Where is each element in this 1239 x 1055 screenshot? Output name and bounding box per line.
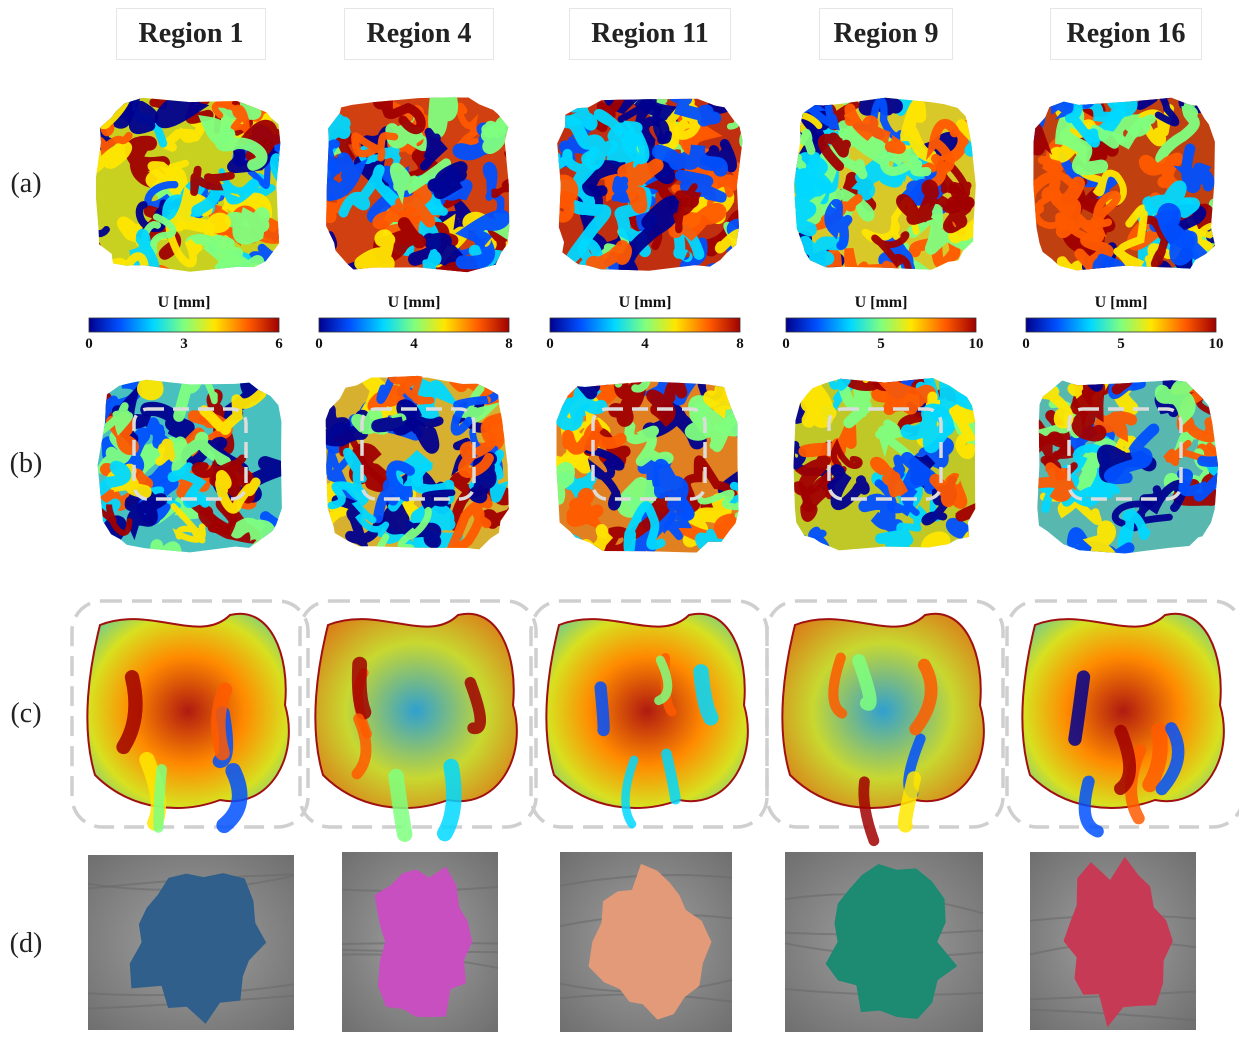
zoom-box: [1067, 407, 1183, 501]
cortical-region: [374, 866, 473, 1018]
colorbar-tick: 8: [505, 336, 513, 352]
colorbar-label: U [mm]: [854, 294, 908, 311]
row-label: (b): [9, 448, 43, 479]
surface-panel-a: [1033, 97, 1216, 271]
colorbar-tick: 0: [315, 336, 323, 352]
colorbar-label: U [mm]: [157, 294, 211, 311]
surface-panel-b: [1037, 380, 1218, 554]
cortical-region: [129, 873, 267, 1024]
column-title-region: Region 11: [569, 8, 731, 60]
surface-panel-b: [97, 379, 282, 553]
cortical-region: [588, 863, 712, 1020]
column-title-region: Region 9: [819, 8, 953, 60]
column-title-region: Region 16: [1050, 8, 1202, 60]
zoom-frame: [298, 599, 538, 829]
colorbar-tick: 4: [410, 336, 418, 352]
colorbar-tick: 0: [85, 336, 93, 352]
colorbar-tick: 5: [1117, 336, 1125, 352]
row-label: (c): [10, 698, 42, 729]
zoom-frame: [1005, 599, 1239, 829]
zoomed-surface: [86, 612, 290, 809]
colorbar-tick: 10: [968, 336, 984, 352]
column-title-region: Region 4: [344, 8, 494, 60]
colorbar: [88, 317, 280, 333]
surface-panel-b: [556, 381, 739, 553]
colorbar: [549, 317, 741, 333]
zoom-frame: [765, 599, 1005, 829]
colorbar: [785, 317, 977, 333]
surface-panel-a: [557, 98, 743, 271]
surface-panel-b: [793, 378, 976, 551]
surface-panel-a: [326, 96, 510, 273]
colorbar: [318, 317, 510, 333]
zoomed-surface: [781, 612, 985, 809]
zoom-box: [827, 407, 943, 501]
zoomed-surface: [545, 612, 749, 809]
zoom-frame: [529, 599, 769, 829]
colorbar-label: U [mm]: [618, 294, 672, 311]
row-label: (a): [10, 168, 42, 199]
colorbar-label: U [mm]: [1094, 294, 1148, 311]
colorbar-tick: 5: [877, 336, 885, 352]
zoom-box: [591, 407, 707, 501]
row-label: (d): [9, 928, 43, 959]
colorbar-label: U [mm]: [387, 294, 441, 311]
colorbar-tick: 6: [275, 336, 283, 352]
column-title-region: Region 1: [116, 8, 266, 60]
colorbar-tick: 8: [736, 336, 744, 352]
colorbar-tick: 4: [641, 336, 649, 352]
cortical-region: [1063, 856, 1173, 1028]
surface-panel-b: [325, 375, 509, 550]
colorbar-tick: 10: [1208, 336, 1224, 352]
zoomed-surface: [314, 612, 518, 809]
surface-panel-a: [793, 97, 976, 270]
cortical-region: [825, 864, 958, 1020]
colorbar-tick: 0: [782, 336, 790, 352]
colorbar: [1025, 317, 1217, 333]
zoom-box: [360, 407, 476, 501]
zoom-box: [132, 407, 248, 501]
colorbar-tick: 0: [1022, 336, 1030, 352]
zoom-frame: [70, 599, 310, 829]
colorbar-tick: 3: [180, 336, 188, 352]
surface-panel-a: [94, 97, 281, 272]
colorbar-tick: 0: [546, 336, 554, 352]
